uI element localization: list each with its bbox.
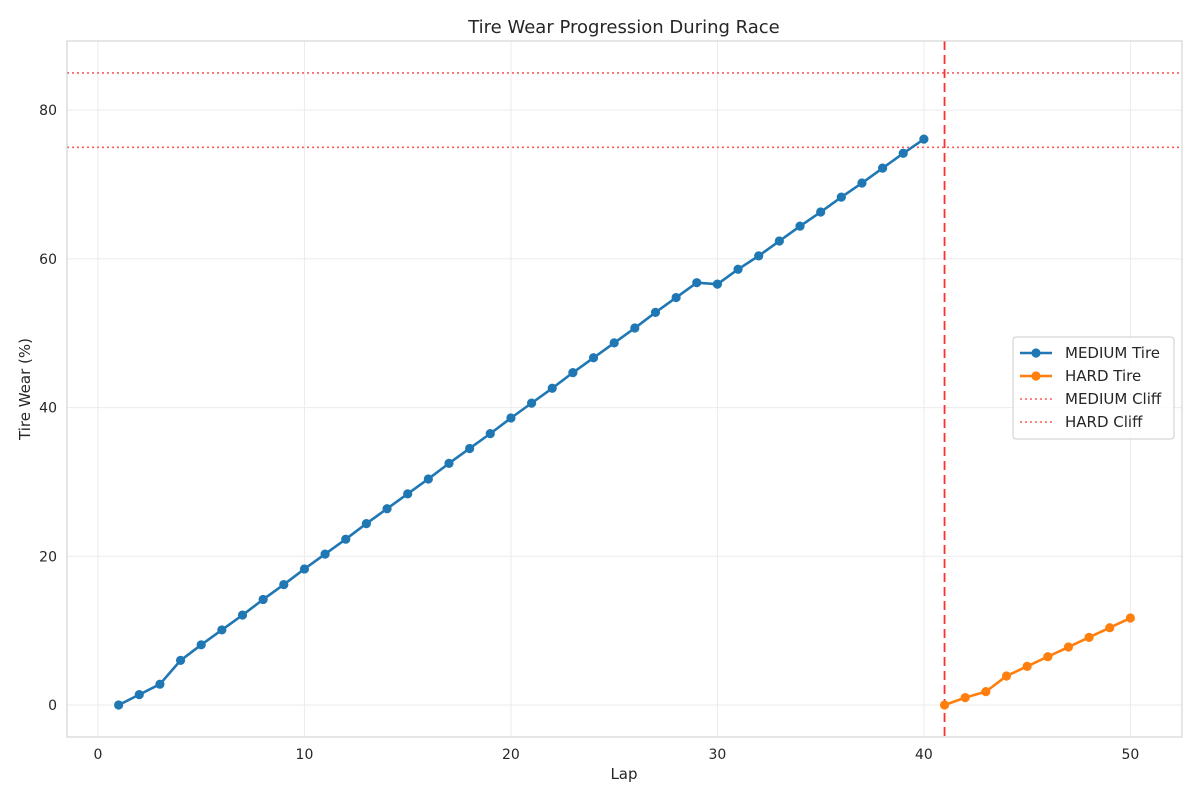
medium-tire-point xyxy=(361,518,371,529)
medium-tire-point xyxy=(919,134,929,144)
medium-tire-point xyxy=(568,368,578,378)
hard-tire-point xyxy=(1063,642,1074,652)
legend-label-medium-cliff: MEDIUM Cliff xyxy=(1065,390,1162,408)
chart-title: Tire Wear Progression During Race xyxy=(467,17,780,38)
series-layer xyxy=(114,134,1135,710)
legend-marker-hard-tire xyxy=(1031,371,1041,381)
medium-tire-point xyxy=(650,307,661,318)
medium-tire-point xyxy=(692,278,702,288)
medium-tire-point xyxy=(279,579,289,590)
hard-tire-point xyxy=(1022,661,1032,671)
medium-tire-point xyxy=(237,610,248,620)
medium-tire-point xyxy=(320,549,330,559)
medium-tire-point xyxy=(299,564,310,574)
medium-tire-point xyxy=(671,292,681,303)
medium-tire-point xyxy=(506,413,516,423)
legend-label-hard-cliff: HARD Cliff xyxy=(1065,413,1143,431)
reference-lines xyxy=(67,41,1182,737)
medium-tire-point xyxy=(423,474,433,484)
y-tick-label: 0 xyxy=(48,698,57,714)
medium-tire-point xyxy=(898,148,908,158)
legend-label-hard-tire: HARD Tire xyxy=(1065,367,1141,385)
legend-label-medium-tire: MEDIUM Tire xyxy=(1065,344,1160,362)
hard-tire-point xyxy=(1084,632,1094,642)
legend: MEDIUM Tire HARD Tire MEDIUM Cliff HARD Cli… xyxy=(1012,336,1175,440)
y-tick-label: 60 xyxy=(39,252,57,268)
medium-tire-point xyxy=(134,690,144,700)
y-tick-label: 20 xyxy=(39,549,57,565)
medium-tire-point xyxy=(588,353,599,363)
hard-tire-point xyxy=(1001,671,1012,681)
medium-tire-point xyxy=(754,251,764,261)
medium-tire-point xyxy=(774,236,784,246)
medium-tire-point xyxy=(878,163,888,173)
medium-tire-point xyxy=(816,207,826,217)
hard-tire-point xyxy=(1105,623,1115,633)
hard-tire-point xyxy=(960,692,970,703)
y-tick-label: 80 xyxy=(39,103,57,119)
medium-tire-point xyxy=(630,323,640,333)
medium-tire-point xyxy=(258,594,268,605)
medium-tire-point xyxy=(857,178,867,188)
medium-tire-point xyxy=(465,443,475,454)
medium-tire-point xyxy=(712,279,723,289)
hard-tire-series xyxy=(939,613,1135,710)
medium-tire-point xyxy=(733,264,743,274)
medium-tire-point xyxy=(609,338,619,348)
medium-tire-point xyxy=(114,700,124,710)
hard-tire-point xyxy=(981,687,991,697)
medium-tire-point xyxy=(155,679,165,689)
legend-marker-medium-tire xyxy=(1031,348,1041,358)
y-axis-label: Tire Wear (%) xyxy=(16,338,34,441)
tick-labels: 0 10 20 30 40 50 0 20 40 60 80 xyxy=(39,103,1139,763)
x-tick-label: 0 xyxy=(94,747,103,763)
medium-tire-point xyxy=(403,489,413,499)
plot-frame xyxy=(66,40,1183,738)
x-tick-label: 20 xyxy=(502,747,520,763)
x-tick-label: 10 xyxy=(296,747,314,763)
medium-tire-point xyxy=(444,458,454,468)
medium-tire-point xyxy=(795,221,805,231)
x-tick-label: 50 xyxy=(1121,747,1139,763)
medium-tire-point xyxy=(217,625,227,635)
y-tick-label: 40 xyxy=(39,401,57,417)
x-axis-label: Lap xyxy=(610,765,637,783)
medium-tire-point xyxy=(836,192,846,202)
hard-tire-line xyxy=(944,616,1131,707)
medium-tire-point xyxy=(196,640,206,650)
x-tick-label: 30 xyxy=(709,747,727,763)
medium-tire-point xyxy=(341,534,351,544)
hard-tire-point xyxy=(939,700,950,710)
medium-tire-line xyxy=(118,138,925,707)
x-tick-label: 40 xyxy=(915,747,933,763)
medium-tire-point xyxy=(175,655,186,666)
medium-tire-point xyxy=(382,504,392,514)
hard-tire-point xyxy=(1043,652,1053,662)
medium-tire-point xyxy=(526,398,537,408)
medium-tire-point xyxy=(485,429,495,439)
hard-tire-point xyxy=(1125,613,1135,623)
medium-tire-point xyxy=(547,383,557,393)
medium-tire-series xyxy=(114,134,929,710)
legend-box xyxy=(1012,336,1175,440)
